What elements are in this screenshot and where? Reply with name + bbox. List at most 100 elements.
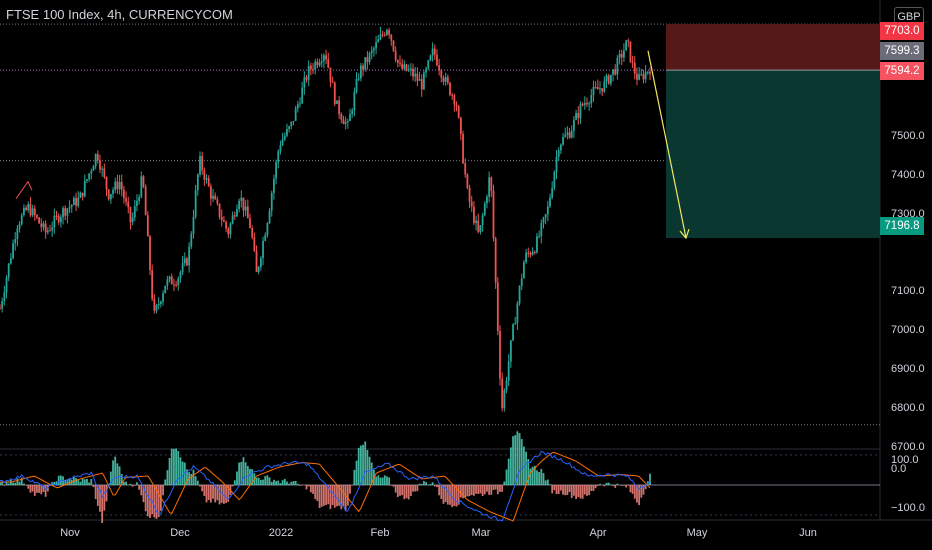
candle-body [555,156,558,172]
candle-body [590,95,593,104]
candle-body [305,77,308,80]
candle-body [70,205,73,207]
histogram-bar [592,485,595,491]
histogram-bar [275,481,277,485]
histogram-bar [86,478,88,485]
candle-body [83,180,86,197]
histogram-bar [77,479,80,485]
candle-body [423,72,425,90]
candle-body [153,298,156,311]
candle-body [527,252,530,254]
candle-body [405,64,408,71]
candle-body [340,114,343,120]
histogram-bar [173,448,175,485]
candle-body [338,100,341,115]
histogram-bar [586,485,588,496]
histogram-bar [231,485,234,487]
histogram-bar [649,473,651,485]
candle-body [81,192,84,197]
candle-body [196,174,199,191]
candle-body [623,50,625,58]
candle-body [44,223,47,233]
histogram-bar [290,481,293,485]
histogram-bar [25,485,27,486]
histogram-bar [83,479,86,485]
histogram-bar [79,481,82,485]
candle-body [307,65,310,80]
histogram-bar [588,485,591,496]
candle-body [262,240,264,259]
candle-body [375,42,377,49]
osc-tick: 100.0 [891,454,919,466]
candle-body [46,230,49,233]
histogram-bar [331,485,334,505]
histogram-bar [255,477,258,485]
histogram-bar [551,485,554,494]
histogram-bar [383,475,386,485]
candle-body [129,207,132,223]
candle-body [627,40,630,42]
histogram-bar [512,436,514,485]
candle-body [73,197,75,206]
candle-body [409,68,412,70]
candle-body [557,150,560,157]
candle-body [149,236,151,271]
candle-body [133,205,136,218]
candle-body [294,108,297,121]
histogram-bar [416,485,419,492]
histogram-bar [564,485,567,496]
candle-body [499,331,501,379]
candle-body [75,197,77,206]
candle-body [9,258,12,264]
histogram-bar [296,483,299,485]
candle-body [533,251,536,253]
histogram-bar [212,485,214,499]
histogram-bar [596,485,599,486]
histogram-bar [459,485,462,498]
candle-body [40,223,43,228]
candle-body [633,62,636,74]
candle-body [351,110,354,115]
histogram-bar [442,485,445,504]
price-tick: 7100.0 [891,285,925,297]
candle-body [349,114,351,122]
histogram-bar [351,485,354,486]
histogram-bar [570,485,573,499]
histogram-bar [425,482,427,485]
candle-body [503,390,506,409]
histogram-bar [616,483,619,485]
candle-body [96,154,99,161]
price-tick: 7000.0 [891,324,925,336]
histogram-bar [583,485,586,495]
histogram-bar [355,460,358,485]
histogram-bar [609,484,612,485]
histogram-bar [286,481,288,485]
candle-body [142,176,145,187]
histogram-bar [53,481,56,485]
histogram-bar [449,485,451,505]
histogram-bar [101,485,104,523]
candle-body [575,113,577,120]
candle-body [236,209,238,217]
candle-body [529,253,532,255]
time-label: Apr [589,527,607,539]
histogram-bar [92,485,95,488]
time-label: Dec [170,527,190,539]
candle-body [449,82,451,95]
candle-body [355,78,358,92]
candle-body [112,189,114,195]
histogram-bar [575,485,577,500]
histogram-bar [251,469,254,485]
candle-body [49,230,51,232]
candle-body [570,130,573,138]
candle-body [457,106,460,118]
candle-body [23,207,25,215]
candle-body [520,278,523,287]
histogram-bar [268,477,271,485]
histogram-bar [0,482,1,485]
candle-body [286,128,288,136]
candle-body [431,48,434,56]
candle-body [542,217,545,224]
